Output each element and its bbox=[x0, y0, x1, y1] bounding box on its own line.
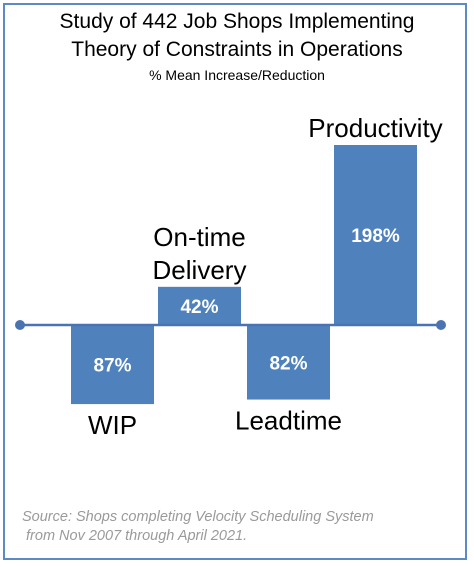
axis-right-endpoint bbox=[436, 320, 446, 330]
bar-leadtime bbox=[247, 325, 330, 400]
value-label-leadtime: 82% bbox=[269, 353, 307, 374]
value-label-wip: 87% bbox=[93, 356, 131, 377]
bar-on-time-delivery bbox=[158, 286, 241, 325]
chart-subtitle: % Mean Increase/Reduction bbox=[149, 67, 325, 83]
category-label-wip: WIP bbox=[88, 410, 137, 440]
bar-productivity bbox=[334, 145, 417, 325]
chart-title-line2: Theory of Constraints in Operations bbox=[71, 38, 403, 61]
chart-title: Study of 442 Job Shops Implementing bbox=[59, 10, 415, 33]
category-label-productivity: Productivity bbox=[308, 113, 442, 143]
value-label-on-time-delivery: 42% bbox=[180, 297, 218, 318]
category-label-leadtime: Leadtime bbox=[235, 406, 342, 436]
source-line-2: from Nov 2007 through April 2021. bbox=[22, 528, 248, 544]
value-label-productivity: 198% bbox=[351, 226, 400, 247]
source-line-1: Source: Shops completing Velocity Schedu… bbox=[22, 509, 374, 525]
category-label-on-time-delivery-line2: Delivery bbox=[153, 255, 247, 285]
category-label-on-time-delivery-line1: On-time bbox=[153, 222, 245, 252]
source-note: Source: Shops completing Velocity Schedu… bbox=[22, 508, 374, 546]
bar-wip bbox=[71, 325, 154, 405]
axis-left-endpoint bbox=[15, 320, 25, 330]
